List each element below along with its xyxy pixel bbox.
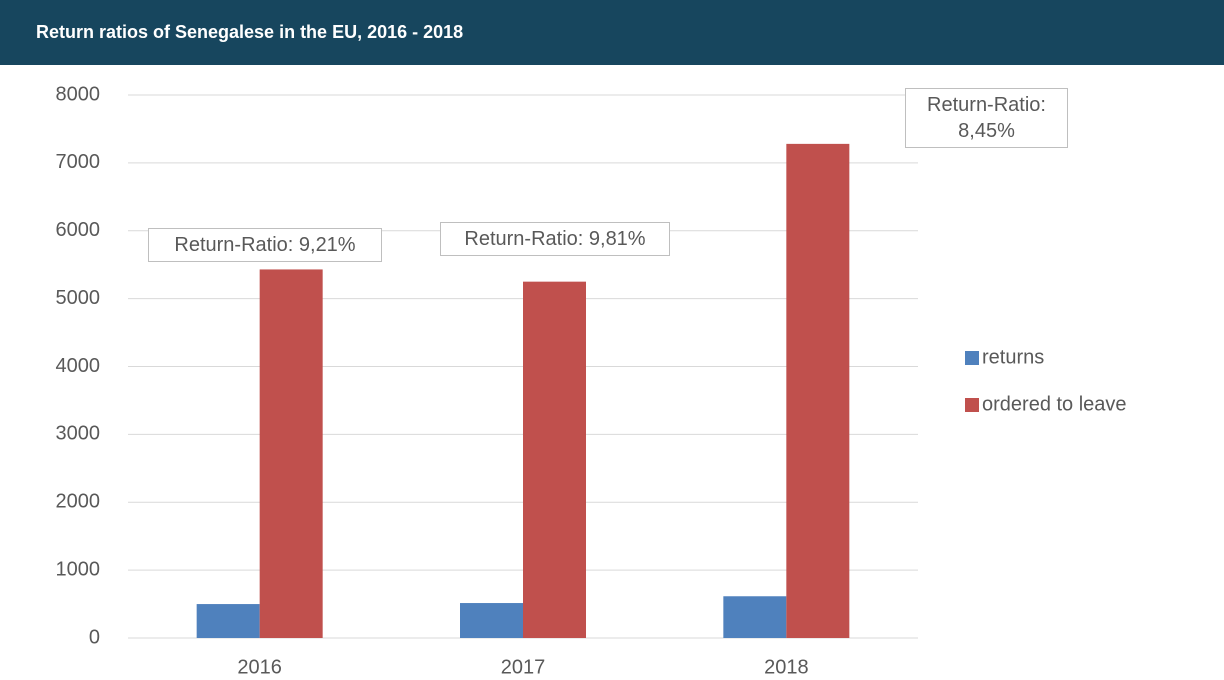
legend-swatch <box>965 398 979 412</box>
y-tick-label: 0 <box>89 626 100 648</box>
bar <box>723 596 787 638</box>
y-tick-label: 6000 <box>56 219 101 241</box>
y-tick-label: 5000 <box>56 287 101 309</box>
legend-swatch <box>965 351 979 365</box>
bar <box>196 604 260 638</box>
y-tick-label: 4000 <box>56 355 101 377</box>
annotation: Return-Ratio: 9,81% <box>440 222 670 256</box>
bar <box>523 281 586 638</box>
bar <box>786 143 850 638</box>
x-tick-label: 2018 <box>764 656 809 678</box>
y-tick-label: 7000 <box>56 151 101 173</box>
y-tick-label: 2000 <box>56 491 101 513</box>
y-tick-label: 3000 <box>56 423 101 445</box>
y-tick-label: 8000 <box>56 83 101 105</box>
legend-label: returns <box>982 346 1044 368</box>
x-tick-label: 2016 <box>237 656 282 678</box>
y-tick-label: 1000 <box>56 558 101 580</box>
bar <box>460 603 523 638</box>
legend-label: ordered to leave <box>982 393 1127 415</box>
chart-title: Return ratios of Senegalese in the EU, 2… <box>0 0 1224 65</box>
annotation: Return-Ratio: 9,21% <box>148 228 382 262</box>
bar <box>259 269 323 638</box>
x-tick-label: 2017 <box>501 656 546 678</box>
annotation: Return-Ratio: 8,45% <box>905 88 1068 148</box>
